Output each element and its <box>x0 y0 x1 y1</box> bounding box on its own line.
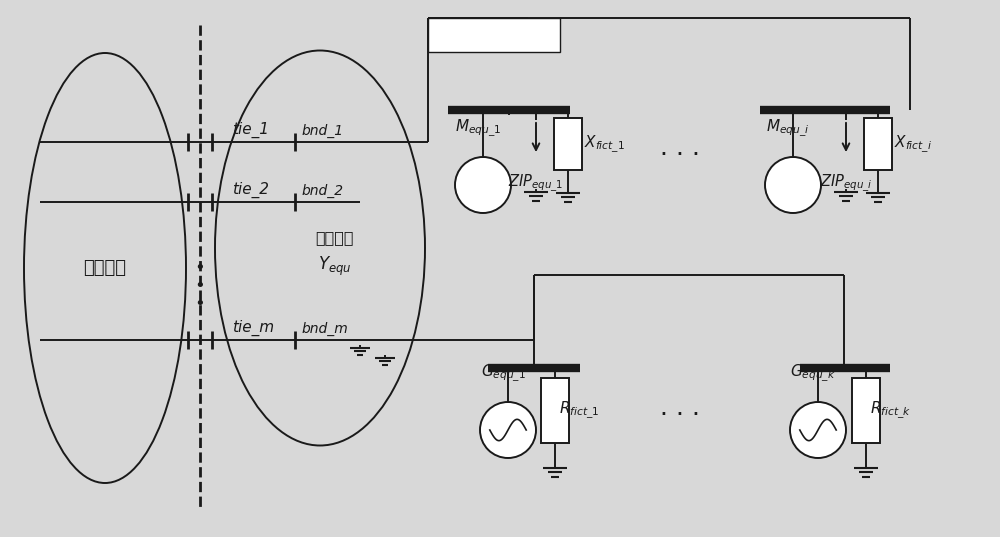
Text: $Y_{equ}$: $Y_{equ}$ <box>318 255 352 278</box>
Text: $M_{equ\_i}$: $M_{equ\_i}$ <box>766 118 810 139</box>
Text: $M_{equ\_1}$: $M_{equ\_1}$ <box>455 118 501 139</box>
Text: · · ·: · · · <box>660 403 700 427</box>
Text: $ZIP_{equ\_i}$: $ZIP_{equ\_i}$ <box>820 173 872 194</box>
Text: $G_{equ\_k}$: $G_{equ\_k}$ <box>790 363 836 384</box>
Text: $G_{equ\_1}$: $G_{equ\_1}$ <box>481 363 525 384</box>
Text: $X_{fict\_i}$: $X_{fict\_i}$ <box>894 134 932 155</box>
Text: bnd_m: bnd_m <box>302 322 349 336</box>
Text: bnd_2: bnd_2 <box>302 184 344 198</box>
Text: •: • <box>195 295 205 313</box>
Text: tie_m: tie_m <box>232 320 274 336</box>
Text: · · ·: · · · <box>660 143 700 167</box>
Bar <box>554 118 582 170</box>
Circle shape <box>455 157 511 213</box>
Text: $R_{fict\_1}$: $R_{fict\_1}$ <box>559 400 599 421</box>
Text: •: • <box>195 259 205 277</box>
Text: 研究系统: 研究系统 <box>84 259 126 277</box>
Text: bnd_1: bnd_1 <box>302 124 344 138</box>
Text: 等值网络: 等值网络 <box>316 230 354 245</box>
Circle shape <box>790 402 846 458</box>
Text: tie_1: tie_1 <box>232 122 269 138</box>
Bar <box>864 118 892 170</box>
Text: $R_{fict\_k}$: $R_{fict\_k}$ <box>870 400 911 421</box>
Bar <box>852 378 880 443</box>
Bar <box>541 378 569 443</box>
Text: $ZIP_{equ\_1}$: $ZIP_{equ\_1}$ <box>508 173 564 194</box>
Text: $X_{fict\_1}$: $X_{fict\_1}$ <box>584 134 625 155</box>
Text: •: • <box>195 277 205 295</box>
Bar <box>428 18 560 52</box>
Text: tie_2: tie_2 <box>232 182 269 198</box>
Circle shape <box>480 402 536 458</box>
Circle shape <box>765 157 821 213</box>
